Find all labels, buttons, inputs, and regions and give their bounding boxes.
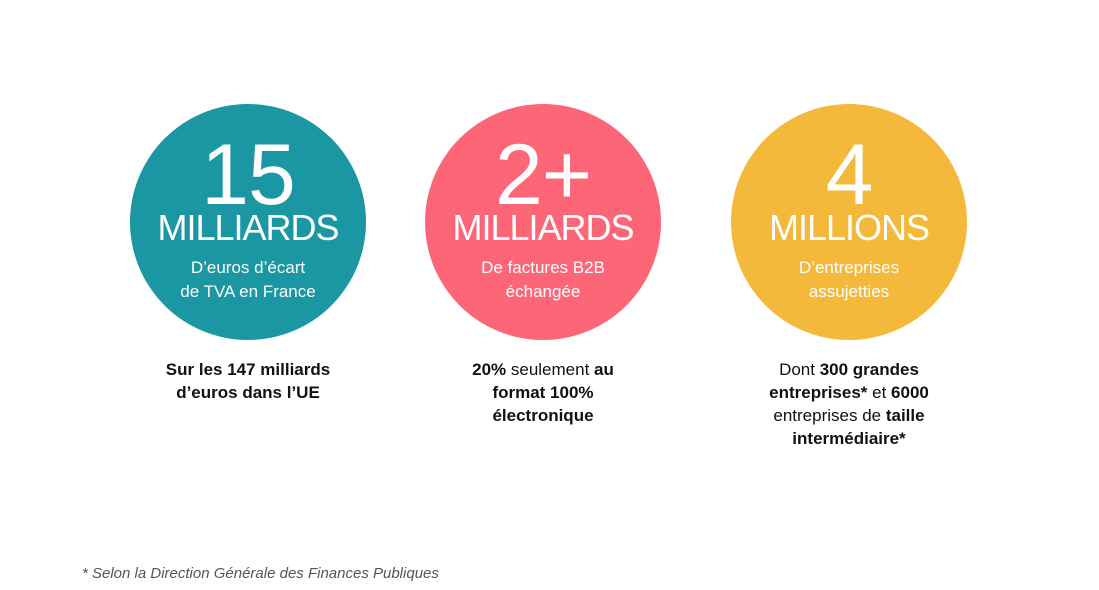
stat-circle-pink: 2+ MILLIARDS De factures B2B échangée <box>425 104 661 340</box>
stat-number: 15 <box>201 127 296 223</box>
caption-bold: intermédiaire* <box>792 429 906 448</box>
stat-unit: MILLIARDS <box>157 207 339 248</box>
stat-number: 4 <box>825 127 874 223</box>
stat-description-line: de TVA en France <box>180 282 316 301</box>
caption-bold: 6000 <box>891 383 929 402</box>
stat-number: 2+ <box>494 127 592 223</box>
caption-bold: électronique <box>492 406 594 425</box>
caption-text: seulement <box>506 360 595 379</box>
caption-text: et <box>867 383 892 402</box>
stat-unit: MILLIARDS <box>452 207 634 248</box>
caption-bold: entreprises* <box>769 383 868 402</box>
caption-text: d’euros dans l’UE <box>176 383 320 402</box>
caption-bold: 20% <box>472 360 507 379</box>
stat-description: De factures B2B échangée <box>445 256 641 304</box>
stat-unit: MILLIONS <box>768 207 930 248</box>
stat-description: D’euros d’écart de TVA en France <box>150 256 346 304</box>
stat-companies: 4 MILLIONS D’entreprises assujetties Don… <box>729 104 969 450</box>
stat-description-line: D’euros d’écart <box>190 258 306 277</box>
caption-bold: taille <box>885 406 925 425</box>
stat-caption: Sur les 147 milliards d’euros dans l’UE <box>128 358 368 404</box>
caption-bold: format 100% <box>492 383 594 402</box>
stat-description-line: D’entreprises <box>798 258 900 277</box>
stat-caption: 20% seulement au format 100% électroniqu… <box>423 358 663 427</box>
caption-text: entreprises de <box>773 406 886 425</box>
caption-text: Sur les 147 milliards <box>165 360 331 379</box>
stat-description-line: De factures B2B <box>481 258 605 277</box>
stat-description-line: assujetties <box>808 282 890 301</box>
stat-circle-yellow: 4 MILLIONS D’entreprises assujetties <box>731 104 967 340</box>
stat-description-line: échangée <box>505 282 581 301</box>
caption-bold: au <box>594 360 614 379</box>
stat-vat-gap: 15 MILLIARDS D’euros d’écart de TVA en F… <box>128 104 368 404</box>
stat-b2b-invoices: 2+ MILLIARDS De factures B2B échangée 20… <box>423 104 663 427</box>
footnote: * Selon la Direction Générale des Financ… <box>82 565 439 582</box>
stat-description: D’entreprises assujetties <box>751 256 947 304</box>
stat-circle-teal: 15 MILLIARDS D’euros d’écart de TVA en F… <box>130 104 366 340</box>
stat-caption: Dont 300 grandes entreprises* et 6000 en… <box>729 358 969 450</box>
caption-text: Dont <box>779 360 820 379</box>
caption-bold: 300 grandes <box>819 360 919 379</box>
